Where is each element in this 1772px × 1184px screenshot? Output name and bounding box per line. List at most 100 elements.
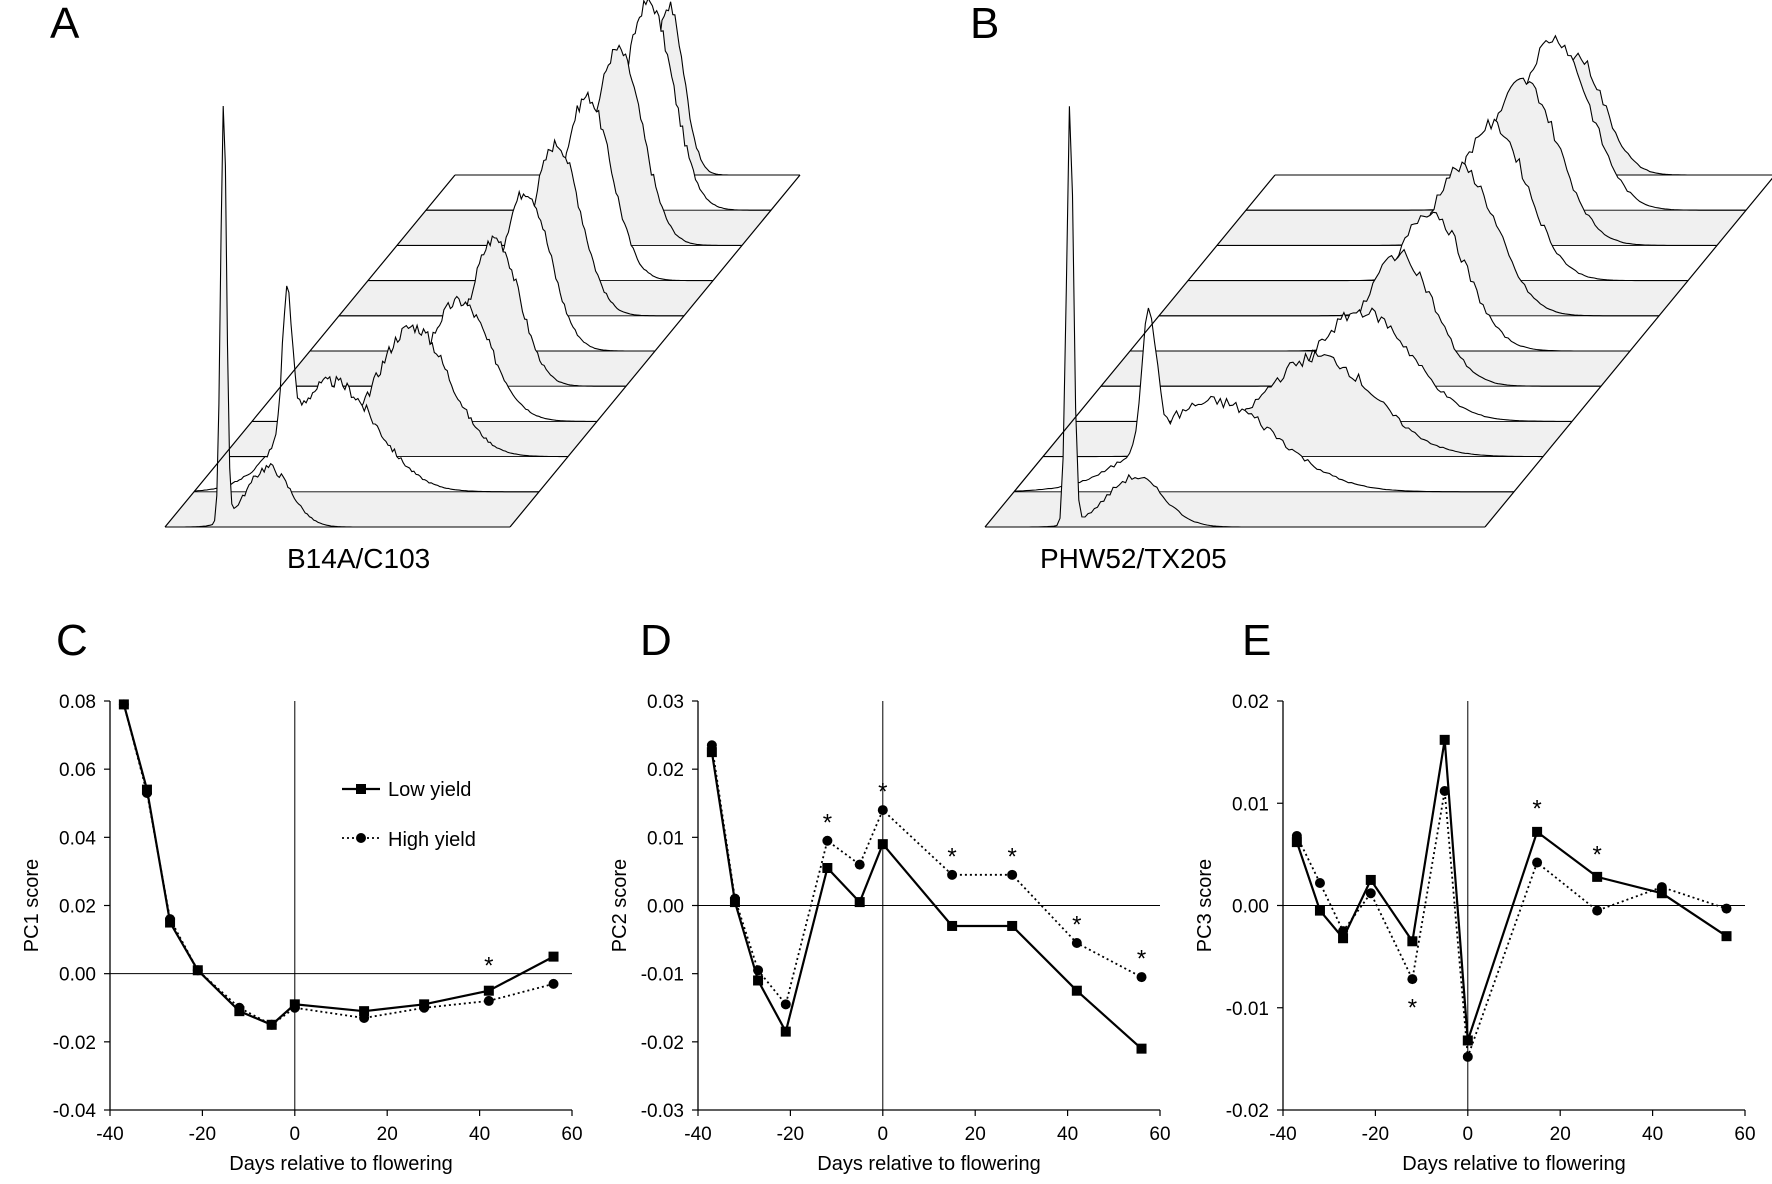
- x-tick-label: 60: [1734, 1124, 1755, 1145]
- panel-letter-c: C: [56, 616, 88, 665]
- data-point-high-yield: [1291, 830, 1302, 841]
- data-point-low-yield: [1007, 920, 1018, 931]
- data-point-low-yield: [780, 1026, 791, 1037]
- data-point-high-yield: [1338, 926, 1349, 937]
- panel-letter-b: B: [970, 0, 999, 48]
- x-tick-label: 60: [561, 1124, 582, 1145]
- y-tick-label: 0.08: [59, 692, 96, 713]
- histogram-fill: [1043, 351, 1543, 457]
- data-point-high-yield: [359, 1012, 370, 1023]
- data-point-low-yield: [1721, 931, 1732, 942]
- y-tick-label: -0.02: [641, 1033, 684, 1054]
- data-point-high-yield: [1365, 888, 1376, 899]
- data-point-high-yield: [1439, 785, 1450, 796]
- data-point-high-yield: [706, 740, 717, 751]
- data-point-low-yield: [1136, 1043, 1147, 1054]
- x-tick-label: -20: [777, 1124, 804, 1145]
- data-point-high-yield: [234, 1002, 245, 1013]
- y-tick-label: -0.02: [1226, 1101, 1269, 1122]
- x-tick-label: -40: [1269, 1124, 1296, 1145]
- data-point-high-yield: [289, 1002, 300, 1013]
- panel-a-histogram-stack: [164, 0, 801, 528]
- data-point-low-yield: [947, 920, 958, 931]
- y-tick-label: -0.03: [641, 1101, 684, 1122]
- x-tick-label: 0: [1463, 1124, 1474, 1145]
- legend-high-yield-label: High yield: [388, 829, 476, 851]
- x-tick-label: 40: [1057, 1124, 1078, 1145]
- data-point-high-yield: [1462, 1051, 1473, 1062]
- panel-letter-e: E: [1242, 616, 1271, 665]
- series-line-high-yield: [711, 745, 1142, 1007]
- data-point-low-yield: [1592, 871, 1603, 882]
- data-point-high-yield: [1656, 882, 1667, 893]
- data-point-low-yield: [1314, 905, 1325, 916]
- data-point-high-yield: [947, 869, 958, 880]
- panel-letter-a: A: [50, 0, 80, 48]
- data-point-high-yield: [1721, 903, 1732, 914]
- x-tick-label: -40: [96, 1124, 123, 1145]
- data-point-low-yield: [1338, 933, 1349, 944]
- x-tick-label: 20: [965, 1124, 986, 1145]
- x-axis-title: Days relative to flowering: [1402, 1153, 1625, 1175]
- data-point-high-yield: [419, 1002, 430, 1013]
- data-point-high-yield: [165, 914, 176, 925]
- data-point-high-yield: [1592, 905, 1603, 916]
- chart-pc3: 0.02 0.01 0.00 -0.01 -0.02-40 -20 0 20 40 60 Days …: [1194, 692, 1756, 1175]
- y-tick-label: 0.00: [647, 897, 684, 918]
- data-point-low-yield: [822, 863, 833, 874]
- panel-letter-d: D: [640, 616, 672, 665]
- data-point-low-yield: [1291, 837, 1302, 848]
- y-tick-label: 0.00: [1232, 897, 1269, 918]
- legend: Low yield High yield: [342, 779, 476, 851]
- x-tick-label: -20: [189, 1124, 216, 1145]
- y-tick-label: 0.01: [1232, 794, 1269, 815]
- data-point-low-yield: [1439, 734, 1450, 745]
- data-point-high-yield: [483, 995, 494, 1006]
- legend-high-yield-marker: [356, 833, 366, 843]
- y-axis-title: PC1 score: [21, 859, 43, 952]
- y-tick-label: -0.02: [53, 1033, 96, 1054]
- data-point-low-yield: [1365, 874, 1376, 885]
- data-point-high-yield: [780, 999, 791, 1010]
- y-tick-label: -0.04: [53, 1101, 97, 1122]
- histogram-fill: [368, 92, 713, 281]
- data-point-high-yield: [1136, 972, 1147, 983]
- chart-pc2: 0.03 0.02 0.01 0.00 -0.01 -0.02 -0.03-40 -20 0 20…: [609, 692, 1171, 1175]
- significance-marker: *: [1592, 841, 1601, 868]
- data-point-low-yield: [854, 897, 865, 908]
- y-tick-label: 0.02: [1232, 692, 1269, 713]
- data-point-low-yield: [1407, 936, 1418, 947]
- significance-marker: *: [1072, 912, 1081, 939]
- y-tick-label: 0.06: [59, 760, 96, 781]
- histogram-fill: [397, 45, 742, 246]
- data-point-high-yield: [192, 965, 203, 976]
- data-point-high-yield: [1314, 878, 1325, 889]
- data-point-high-yield: [118, 699, 129, 710]
- histogram-fill: [1014, 308, 1514, 492]
- x-tick-label: 0: [878, 1124, 889, 1145]
- data-point-high-yield: [877, 805, 888, 816]
- panel-b-histogram-stack: [984, 34, 1772, 528]
- sample-label-b: PHW52/TX205: [1040, 543, 1227, 574]
- data-point-high-yield: [266, 1019, 277, 1030]
- data-point-low-yield: [483, 985, 494, 996]
- data-point-low-yield: [1071, 985, 1082, 996]
- x-tick-label: 20: [1550, 1124, 1571, 1145]
- data-point-high-yield: [548, 978, 559, 989]
- data-point-high-yield: [753, 965, 764, 976]
- data-point-high-yield: [822, 835, 833, 846]
- y-tick-label: 0.03: [647, 692, 684, 713]
- chart-pc1: 0.08 0.06 0.04 0.02 0.00 -0.02 -0.04-40 -20 0 20 4…: [21, 692, 583, 1175]
- y-tick-label: -0.01: [1226, 999, 1269, 1020]
- histogram-fill: [194, 285, 539, 492]
- stack-right-edge: [509, 174, 801, 528]
- data-point-high-yield: [1532, 857, 1543, 868]
- y-tick-label: 0.01: [647, 828, 684, 849]
- data-point-low-yield: [1532, 826, 1543, 837]
- significance-marker: *: [1408, 995, 1417, 1022]
- x-tick-label: 60: [1149, 1124, 1170, 1145]
- x-axis-title: Days relative to flowering: [229, 1153, 452, 1175]
- y-tick-label: 0.04: [59, 828, 96, 849]
- data-point-high-yield: [854, 859, 865, 870]
